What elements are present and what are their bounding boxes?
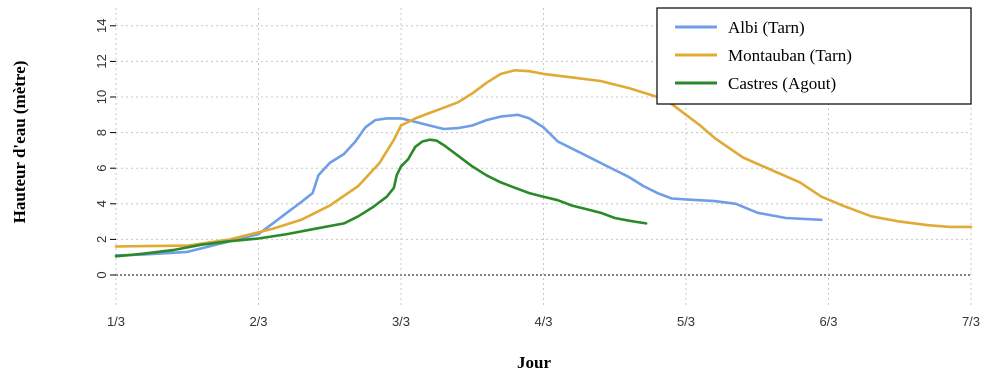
y-tick-label: 12 bbox=[94, 54, 109, 68]
y-tick-label: 6 bbox=[94, 165, 109, 172]
legend: Albi (Tarn) Montauban (Tarn) Castres (Ag… bbox=[656, 7, 972, 105]
y-tick-label: 8 bbox=[94, 129, 109, 136]
legend-label-montauban: Montauban (Tarn) bbox=[728, 46, 852, 65]
legend-label-castres: Castres (Agout) bbox=[728, 74, 836, 93]
x-tick-label: 6/3 bbox=[819, 314, 837, 329]
series-line-albi-tarn bbox=[114, 113, 823, 257]
y-tick-label: 14 bbox=[94, 19, 109, 33]
y-tick-label: 10 bbox=[94, 90, 109, 104]
x-tick-label: 5/3 bbox=[677, 314, 695, 329]
x-tick-label: 4/3 bbox=[534, 314, 552, 329]
legend-label-albi: Albi (Tarn) bbox=[728, 18, 805, 37]
x-tick-label: 1/3 bbox=[107, 314, 125, 329]
y-tick-label: 4 bbox=[94, 200, 109, 207]
x-axis-ticks: 1/3 2/3 3/3 4/3 5/3 6/3 7/3 bbox=[107, 314, 980, 329]
grid bbox=[115, 8, 972, 305]
series-line-montauban-tarn bbox=[114, 69, 973, 248]
y-tick-label: 0 bbox=[94, 271, 109, 278]
series-lines bbox=[114, 69, 973, 258]
x-axis-title: Jour bbox=[517, 353, 551, 372]
y-tick-label: 2 bbox=[94, 236, 109, 243]
y-axis-ticks: 0 2 4 6 8 10 12 14 bbox=[94, 19, 116, 279]
x-tick-label: 3/3 bbox=[392, 314, 410, 329]
x-tick-label: 2/3 bbox=[249, 314, 267, 329]
series-line-castres-agout bbox=[114, 138, 648, 258]
x-tick-label: 7/3 bbox=[962, 314, 980, 329]
y-axis-title: Hauteur d'eau (mètre) bbox=[10, 61, 29, 224]
